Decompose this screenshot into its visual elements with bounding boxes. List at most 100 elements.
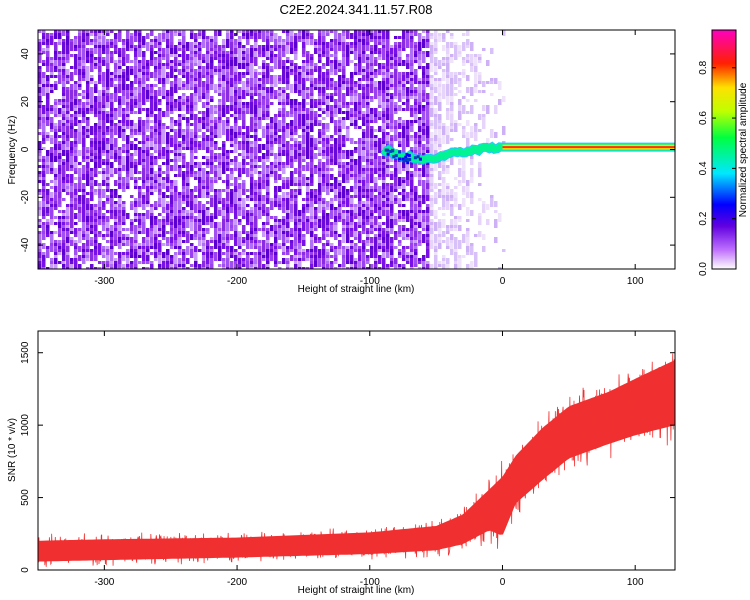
spectrogram-cell: [38, 180, 42, 183]
spectrogram-cell: [50, 147, 54, 153]
spectrogram-cell: [154, 174, 158, 183]
spectrogram-cell: [54, 156, 58, 162]
spectrogram-cell: [58, 216, 62, 219]
spectrogram-cell: [178, 117, 182, 120]
spectrogram-cell: [378, 105, 382, 108]
spectrogram-cell: [418, 78, 422, 81]
spectrogram-cell: [106, 249, 110, 252]
spectrogram-cell: [394, 219, 398, 225]
spectrogram-cell: [50, 192, 54, 198]
spectrogram-cell: [330, 207, 334, 210]
spectrogram-cell: [366, 132, 370, 135]
spectrogram-cell: [214, 231, 218, 240]
spectrogram-cell: [198, 168, 202, 171]
spectrogram-cell: [250, 48, 254, 54]
spectrogram-cell: [106, 69, 110, 78]
spectrogram-cell: [322, 138, 326, 141]
spectrogram-cell: [182, 30, 186, 39]
spectrogram-cell: [78, 123, 82, 126]
spectrogram-cell: [282, 201, 286, 207]
spectrogram-cell: [210, 240, 214, 243]
spectrogram-cell: [282, 129, 286, 132]
spectrogram-cell: [150, 177, 154, 180]
spectrogram-cell: [166, 51, 170, 54]
spectrogram-cell: [70, 150, 74, 153]
spectrogram-cell: [90, 240, 94, 243]
spectrogram-cell: [402, 249, 406, 252]
spectrogram-cell: [134, 102, 138, 105]
spectrogram-cell: [54, 144, 58, 150]
spectrogram-cell: [102, 222, 106, 225]
spectrogram-cell: [86, 183, 90, 186]
spectrogram-cell: [74, 234, 78, 237]
spectrogram-cell: [74, 114, 78, 117]
spectrogram-cell: [218, 45, 222, 51]
spectrogram-cell: [174, 195, 178, 201]
spectrogram-cell: [222, 84, 226, 87]
spectrogram-cell: [150, 246, 154, 249]
spectrogram-cell: [258, 144, 262, 153]
spectrogram-cell: [298, 255, 302, 258]
spectrogram-cell: [382, 252, 386, 261]
spectrogram-cell: [46, 99, 50, 108]
spectrogram-cell: [86, 69, 90, 72]
spectrogram-cell: [158, 78, 162, 84]
spectrogram-cell: [426, 114, 430, 120]
spectrogram-cell: [150, 102, 154, 105]
spectrogram-cell: [374, 87, 378, 96]
spectrogram-cell: [306, 126, 310, 129]
spectrogram-cell: [90, 207, 94, 210]
spectrogram-cell: [326, 159, 330, 162]
spectrogram-cell: [350, 51, 354, 54]
spectrogram-cell: [410, 84, 414, 90]
spectrogram-cell: [150, 261, 154, 264]
spectrogram-cell: [182, 165, 186, 168]
spectrogram-cell: [290, 162, 294, 168]
spectrogram-cell: [42, 147, 46, 150]
spectrogram-cell: [362, 153, 366, 156]
spectrogram-cell: [202, 267, 206, 269]
spectrogram-cell: [170, 135, 174, 138]
spectrogram-cell: [362, 60, 366, 63]
spectrogram-cell: [74, 195, 78, 198]
spectrogram-cell: [134, 105, 138, 108]
spectrogram-cell: [82, 165, 86, 174]
spectrogram-cell: [310, 183, 314, 186]
spectrogram-cell: [218, 93, 222, 96]
spectrogram-cell: [354, 72, 358, 75]
spectrogram-cell: [46, 48, 50, 51]
spectrogram-cell: [282, 258, 286, 264]
spectrogram-cell: [258, 156, 262, 162]
spectrogram-cell: [46, 234, 50, 237]
spectrogram-cell: [86, 240, 90, 246]
spectrogram-cell: [254, 33, 258, 39]
spectrogram-cell: [162, 72, 166, 78]
spectrogram-cell: [70, 231, 74, 234]
spectrogram-cell: [318, 123, 322, 126]
spectrogram-cell: [406, 141, 410, 147]
spectrogram-cell: [218, 210, 222, 216]
spectrogram-cell: [58, 261, 62, 264]
spectrogram-cell: [274, 198, 278, 201]
spectrogram-cell: [118, 123, 122, 126]
spectrogram-cell: [386, 210, 390, 219]
spectrogram-cell: [178, 99, 182, 102]
spectrogram-cell: [390, 102, 394, 111]
spectrogram-cell: [370, 114, 374, 120]
spectrogram-cell: [414, 264, 418, 267]
spectrogram-cell: [306, 258, 310, 261]
spectrogram-cell: [226, 60, 230, 63]
spectrogram-cell: [310, 105, 314, 108]
spectrogram-cell: [138, 51, 142, 57]
spectrogram-cell: [302, 99, 306, 102]
spectrogram-cell: [50, 123, 54, 129]
spectrogram-cell: [238, 222, 242, 225]
spectrogram-cell: [98, 159, 102, 168]
spectrogram-cell: [62, 243, 66, 252]
spectrogram-cell: [42, 201, 46, 210]
spectrogram-cell: [394, 69, 398, 72]
spectrogram-cell: [154, 180, 158, 183]
spectrogram-cell: [86, 30, 90, 33]
spectrogram-cell: [182, 54, 186, 57]
spectrogram-cell: [386, 243, 390, 252]
